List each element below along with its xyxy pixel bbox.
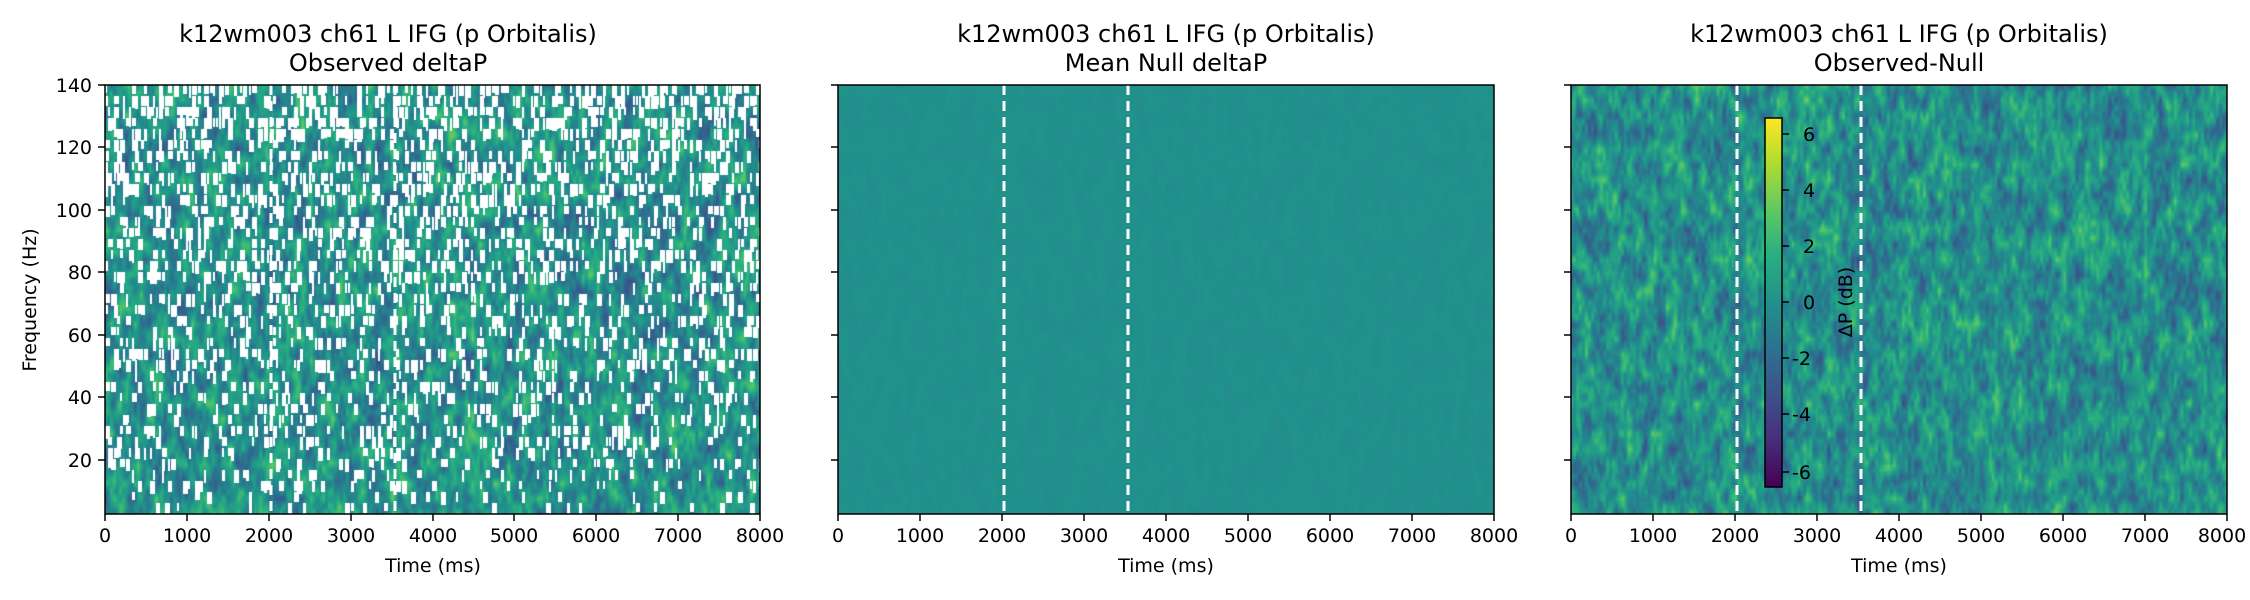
x-axis: 0 1000 2000 3000 4000 5000 6000 7000 800… xyxy=(832,514,1518,577)
x-tick-label: 3000 xyxy=(1060,525,1108,547)
panel-title-line2: Observed-Null xyxy=(1814,49,1985,77)
x-tick-label: 5000 xyxy=(1224,525,1272,547)
x-tick-label: 1000 xyxy=(163,525,211,547)
y-tick-label: 120 xyxy=(56,137,92,159)
x-tick-label: 0 xyxy=(1565,525,1577,547)
colorbar-tick-label: -2 xyxy=(1792,348,1811,370)
y-axis: 20 40 60 80 100 120 140 Frequency (Hz) xyxy=(19,75,105,472)
x-tick-label: 3000 xyxy=(1793,525,1841,547)
panel-title-line1: k12wm003 ch61 L IFG (p Orbitalis) xyxy=(1690,20,2108,48)
panel-title-line2: Observed deltaP xyxy=(289,49,487,77)
y-tick-label: 60 xyxy=(68,325,92,347)
colorbar-tick-label: 6 xyxy=(1803,124,1815,146)
panel-difference: k12wm003 ch61 L IFG (p Orbitalis) Observ… xyxy=(1564,20,2246,577)
x-axis-label: Time (ms) xyxy=(1850,555,1947,577)
colorbar-tick-label: 0 xyxy=(1803,292,1815,314)
heatmap-observed xyxy=(105,85,760,514)
y-tick-label: 100 xyxy=(56,200,92,222)
x-tick-label: 0 xyxy=(832,525,844,547)
colorbar: -6 -4 -2 0 2 4 6 ΔP (dB) xyxy=(1764,117,1857,488)
x-tick-label: 7000 xyxy=(1388,525,1436,547)
event-lines xyxy=(1002,85,1130,514)
x-tick-label: 5000 xyxy=(1957,525,2005,547)
y-axis-label: Frequency (Hz) xyxy=(19,228,41,371)
panel-observed: k12wm003 ch61 L IFG (p Orbitalis) Observ… xyxy=(19,20,784,577)
panel-title-line1: k12wm003 ch61 L IFG (p Orbitalis) xyxy=(957,20,1375,48)
x-tick-label: 1000 xyxy=(1629,525,1677,547)
x-tick-label: 2000 xyxy=(1711,525,1759,547)
x-tick-label: 7000 xyxy=(654,525,702,547)
x-axis-label: Time (ms) xyxy=(1117,555,1214,577)
colorbar-label: ΔP (dB) xyxy=(1835,267,1857,337)
y-tick-label: 20 xyxy=(68,450,92,472)
event-lines xyxy=(269,85,397,514)
y-tick-label: 140 xyxy=(56,75,92,97)
x-axis: 0 1000 2000 3000 4000 5000 6000 7000 800… xyxy=(1565,514,2246,577)
colorbar-tick-label: 4 xyxy=(1803,180,1815,202)
x-tick-label: 6000 xyxy=(1306,525,1354,547)
x-tick-label: 8000 xyxy=(736,525,784,547)
x-tick-label: 3000 xyxy=(327,525,375,547)
x-axis-label: Time (ms) xyxy=(384,555,481,577)
y-tick-label: 80 xyxy=(68,262,92,284)
x-tick-label: 4000 xyxy=(1875,525,1923,547)
x-axis: 0 1000 2000 3000 4000 5000 6000 7000 800… xyxy=(99,514,784,577)
heatmap-difference xyxy=(1571,85,2227,514)
colorbar-tick-label: -6 xyxy=(1792,462,1811,484)
colorbar-tick-label: 2 xyxy=(1803,236,1815,258)
panel-title-line2: Mean Null deltaP xyxy=(1065,49,1267,77)
x-tick-label: 2000 xyxy=(245,525,293,547)
colorbar-gradient xyxy=(1764,117,1783,488)
panel-title-line1: k12wm003 ch61 L IFG (p Orbitalis) xyxy=(179,20,597,48)
x-tick-label: 8000 xyxy=(2198,525,2246,547)
x-tick-label: 4000 xyxy=(409,525,457,547)
y-axis xyxy=(1564,84,1571,461)
panel-null: k12wm003 ch61 L IFG (p Orbitalis) Mean N… xyxy=(831,20,1518,577)
y-axis xyxy=(831,84,838,461)
x-tick-label: 5000 xyxy=(490,525,538,547)
x-tick-label: 4000 xyxy=(1142,525,1190,547)
y-tick-label: 40 xyxy=(68,387,92,409)
heatmap-null xyxy=(838,85,1494,514)
x-tick-label: 8000 xyxy=(1470,525,1518,547)
x-tick-label: 2000 xyxy=(978,525,1026,547)
x-tick-label: 7000 xyxy=(2121,525,2169,547)
x-tick-label: 6000 xyxy=(572,525,620,547)
colorbar-tick-label: -4 xyxy=(1792,404,1811,426)
x-tick-label: 6000 xyxy=(2039,525,2087,547)
x-tick-label: 1000 xyxy=(896,525,944,547)
event-lines xyxy=(1735,85,1863,514)
x-tick-label: 0 xyxy=(99,525,111,547)
